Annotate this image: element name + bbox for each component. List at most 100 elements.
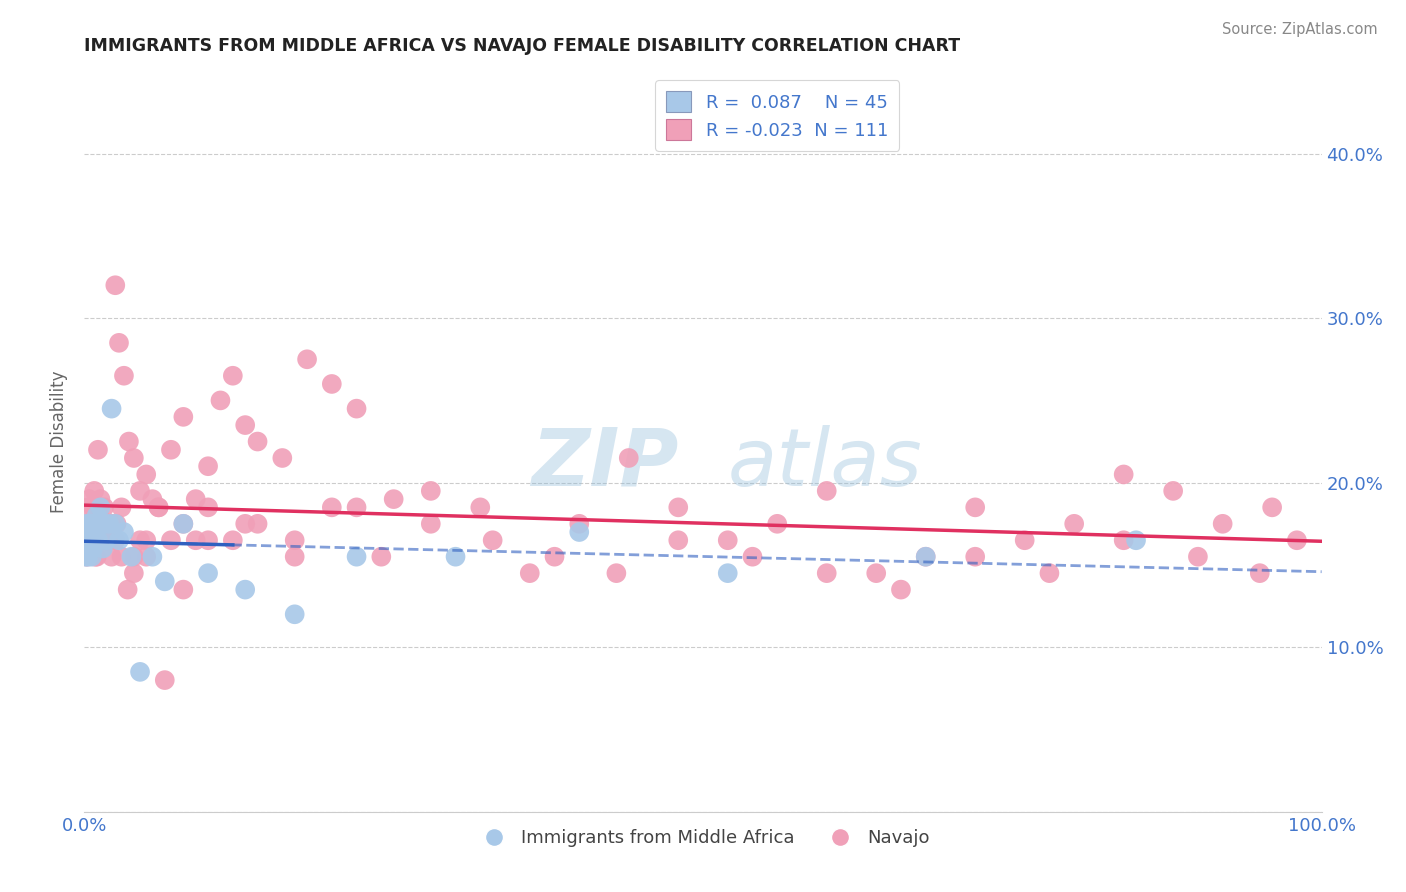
Point xyxy=(108,533,131,548)
Point xyxy=(717,533,740,548)
Point xyxy=(815,566,838,581)
Point xyxy=(96,533,118,548)
Point xyxy=(84,516,107,531)
Point xyxy=(184,492,207,507)
Point xyxy=(129,665,152,679)
Point xyxy=(233,582,256,597)
Point xyxy=(110,500,132,515)
Point xyxy=(75,533,97,548)
Point xyxy=(75,549,97,564)
Point xyxy=(1112,467,1135,482)
Point xyxy=(346,500,368,515)
Point xyxy=(79,533,101,548)
Point xyxy=(222,368,245,383)
Point xyxy=(76,516,98,531)
Point xyxy=(77,500,100,515)
Point xyxy=(382,492,405,507)
Point xyxy=(1063,516,1085,531)
Point xyxy=(295,352,318,367)
Point xyxy=(80,516,103,531)
Point xyxy=(568,516,591,531)
Point xyxy=(83,483,105,498)
Point xyxy=(76,541,98,556)
Point xyxy=(105,516,128,531)
Point xyxy=(1125,533,1147,548)
Point xyxy=(100,516,122,531)
Text: ZIP: ZIP xyxy=(531,425,678,503)
Point xyxy=(246,434,269,449)
Point xyxy=(89,500,111,515)
Point xyxy=(84,549,107,564)
Point xyxy=(87,442,110,457)
Point xyxy=(122,566,145,581)
Point xyxy=(100,549,122,564)
Point xyxy=(110,549,132,564)
Text: IMMIGRANTS FROM MIDDLE AFRICA VS NAVAJO FEMALE DISABILITY CORRELATION CHART: IMMIGRANTS FROM MIDDLE AFRICA VS NAVAJO … xyxy=(84,37,960,54)
Point xyxy=(91,516,114,531)
Point xyxy=(1014,533,1036,548)
Point xyxy=(890,582,912,597)
Point xyxy=(93,500,115,515)
Point xyxy=(91,541,114,556)
Point xyxy=(87,533,110,548)
Point xyxy=(1038,566,1060,581)
Point xyxy=(82,500,104,515)
Point xyxy=(346,549,368,564)
Point xyxy=(284,607,307,622)
Point xyxy=(419,483,441,498)
Point xyxy=(153,574,176,589)
Point xyxy=(82,541,104,556)
Point xyxy=(444,549,467,564)
Point xyxy=(965,549,987,564)
Point xyxy=(233,516,256,531)
Point xyxy=(75,524,97,539)
Point xyxy=(543,549,565,564)
Point xyxy=(77,524,100,539)
Point xyxy=(153,673,176,687)
Point xyxy=(284,549,307,564)
Point xyxy=(89,516,111,531)
Point xyxy=(122,549,145,564)
Point xyxy=(104,516,127,531)
Point xyxy=(135,467,157,482)
Point xyxy=(197,533,219,548)
Point xyxy=(112,524,135,539)
Point xyxy=(965,500,987,515)
Point xyxy=(79,533,101,548)
Point xyxy=(666,533,689,548)
Point xyxy=(346,401,368,416)
Point xyxy=(148,500,170,515)
Point xyxy=(197,459,219,474)
Point xyxy=(160,442,183,457)
Point xyxy=(98,533,121,548)
Point xyxy=(914,549,936,564)
Point xyxy=(80,549,103,564)
Point xyxy=(93,516,115,531)
Point xyxy=(284,533,307,548)
Point xyxy=(79,516,101,531)
Point xyxy=(80,533,103,548)
Point xyxy=(470,500,492,515)
Point xyxy=(89,492,111,507)
Point xyxy=(82,516,104,531)
Point xyxy=(865,566,887,581)
Point xyxy=(79,524,101,539)
Point xyxy=(89,500,111,515)
Point xyxy=(172,516,194,531)
Point xyxy=(321,376,343,391)
Point xyxy=(141,549,163,564)
Point xyxy=(370,549,392,564)
Point xyxy=(96,516,118,531)
Point xyxy=(104,533,127,548)
Point xyxy=(321,500,343,515)
Point xyxy=(86,500,108,515)
Text: Source: ZipAtlas.com: Source: ZipAtlas.com xyxy=(1222,22,1378,37)
Text: atlas: atlas xyxy=(728,425,922,503)
Legend: Immigrants from Middle Africa, Navajo: Immigrants from Middle Africa, Navajo xyxy=(470,822,936,855)
Point xyxy=(118,434,141,449)
Point xyxy=(605,566,627,581)
Point xyxy=(717,566,740,581)
Point xyxy=(79,541,101,556)
Point xyxy=(148,500,170,515)
Point xyxy=(73,533,96,548)
